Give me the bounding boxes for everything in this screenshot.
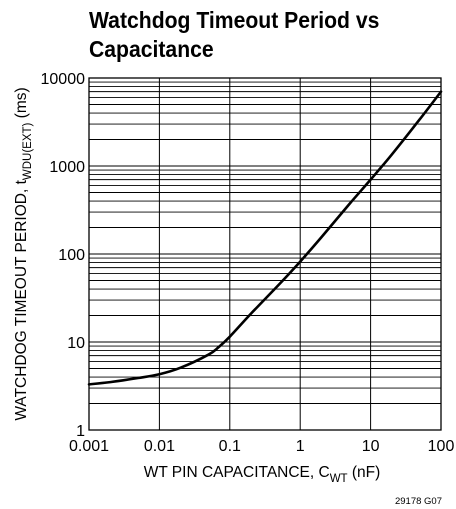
x-tick-label: 0.001	[69, 438, 109, 455]
y-axis-label-sub: WDU(EXT)	[22, 122, 34, 180]
x-tick-label: 100	[428, 438, 455, 455]
chart-title-line-1: Watchdog Timeout Period vs	[89, 7, 380, 33]
x-tick-labels: 0.001 0.01 0.1 1 10 100	[69, 438, 454, 455]
x-tick-label: 10	[362, 438, 380, 455]
x-tick-label: 0.1	[219, 438, 241, 455]
x-axis-label-sub: WT	[330, 473, 348, 485]
y-axis-label-main: WATCHDOG TIMEOUT PERIOD, t	[13, 179, 30, 420]
x-grid	[158, 78, 372, 430]
y-tick-label: 1000	[49, 159, 85, 176]
x-tick-label: 1	[296, 438, 305, 455]
series-line	[87, 90, 443, 386]
x-axis-label-tail: (nF)	[348, 464, 381, 481]
y-tick-labels: 1 10 100 1000 10000	[41, 71, 86, 440]
x-axis-label-main: WT PIN CAPACITANCE, C	[144, 464, 330, 481]
x-tick-label: 0.01	[144, 438, 175, 455]
figure-code: 29178 G07	[394, 496, 442, 507]
y-tick-label: 10	[67, 335, 85, 352]
chart-title-line-2: Capacitance	[89, 36, 214, 62]
y-axis-label: WATCHDOG TIMEOUT PERIOD, tWDU(EXT) (ms)	[13, 87, 34, 420]
y-grid	[89, 81, 441, 404]
y-tick-label: 1	[76, 423, 85, 440]
x-axis-label: WT PIN CAPACITANCE, CWT (nF)	[144, 464, 381, 485]
chart-title: Watchdog Timeout Period vs Capacitance	[89, 6, 420, 64]
y-tick-label: 100	[58, 247, 85, 264]
y-axis-label-tail: (ms)	[13, 87, 30, 122]
plot-frame	[88, 77, 442, 431]
y-tick-label: 10000	[41, 71, 86, 88]
